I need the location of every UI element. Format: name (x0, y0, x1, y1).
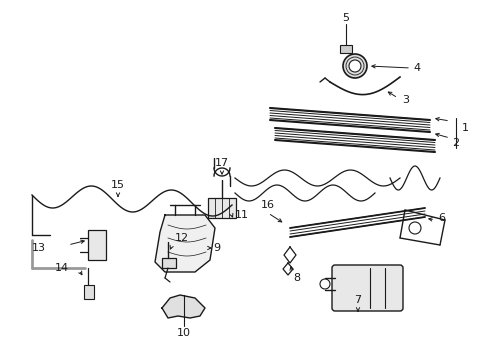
Circle shape (408, 222, 420, 234)
Text: 9: 9 (213, 243, 220, 253)
Polygon shape (155, 215, 215, 272)
Text: 10: 10 (177, 328, 191, 338)
Text: 16: 16 (261, 200, 274, 210)
Circle shape (221, 204, 228, 212)
FancyBboxPatch shape (331, 265, 402, 311)
Text: 15: 15 (111, 180, 125, 190)
Text: 12: 12 (175, 233, 189, 243)
Bar (207, 198, 236, 218)
Polygon shape (162, 295, 204, 318)
Ellipse shape (214, 201, 236, 215)
Text: 17: 17 (215, 158, 228, 168)
Text: 6: 6 (437, 213, 444, 223)
Bar (339, 45, 351, 53)
Text: 13: 13 (32, 243, 46, 253)
Text: 11: 11 (235, 210, 248, 220)
Bar (84, 285, 94, 299)
Circle shape (342, 54, 366, 78)
Text: 8: 8 (292, 273, 300, 283)
Bar (162, 258, 176, 268)
Text: 14: 14 (55, 263, 69, 273)
Text: 1: 1 (461, 123, 468, 133)
Bar (88, 230, 106, 260)
Text: 4: 4 (412, 63, 419, 73)
Text: 5: 5 (342, 13, 349, 23)
Text: 2: 2 (451, 138, 458, 148)
Text: 7: 7 (354, 295, 361, 305)
Text: 3: 3 (401, 95, 408, 105)
Circle shape (348, 60, 360, 72)
